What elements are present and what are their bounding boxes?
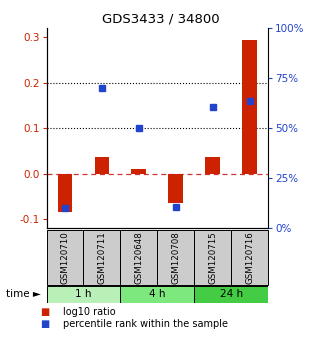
Bar (205, 156, 220, 174)
FancyBboxPatch shape (47, 230, 83, 285)
Text: ■: ■ (40, 307, 49, 316)
Text: time ►: time ► (6, 289, 41, 299)
Bar (94, 156, 109, 174)
Text: GDS3433 / 34800: GDS3433 / 34800 (102, 12, 219, 25)
Text: ■: ■ (40, 319, 49, 329)
Bar (58, 174, 73, 212)
Bar (132, 169, 146, 174)
Text: GSM120715: GSM120715 (208, 231, 217, 284)
FancyBboxPatch shape (194, 230, 231, 285)
Text: GSM120710: GSM120710 (60, 231, 70, 284)
FancyBboxPatch shape (231, 230, 268, 285)
FancyBboxPatch shape (83, 230, 120, 285)
FancyBboxPatch shape (194, 286, 268, 303)
Text: 4 h: 4 h (149, 289, 166, 299)
Text: GSM120708: GSM120708 (171, 231, 180, 284)
Text: GSM120648: GSM120648 (134, 231, 143, 284)
FancyBboxPatch shape (47, 286, 120, 303)
Text: 24 h: 24 h (220, 289, 243, 299)
Text: 1 h: 1 h (75, 289, 92, 299)
Bar (242, 40, 257, 174)
FancyBboxPatch shape (120, 230, 157, 285)
FancyBboxPatch shape (120, 286, 194, 303)
Text: GSM120716: GSM120716 (245, 231, 254, 284)
Bar (168, 174, 183, 203)
FancyBboxPatch shape (157, 230, 194, 285)
Text: GSM120711: GSM120711 (97, 231, 107, 284)
Text: log10 ratio: log10 ratio (63, 307, 115, 316)
Text: percentile rank within the sample: percentile rank within the sample (63, 319, 228, 329)
